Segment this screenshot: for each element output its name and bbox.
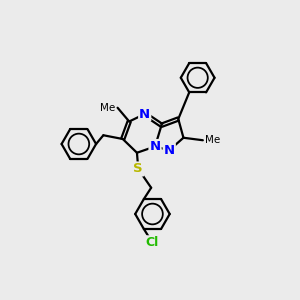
Text: S: S: [134, 163, 143, 176]
Text: Me: Me: [100, 103, 115, 113]
Text: N: N: [149, 140, 161, 153]
Text: N: N: [139, 107, 150, 121]
Text: Cl: Cl: [146, 236, 159, 249]
Text: N: N: [164, 144, 175, 157]
Text: Me: Me: [205, 135, 220, 145]
